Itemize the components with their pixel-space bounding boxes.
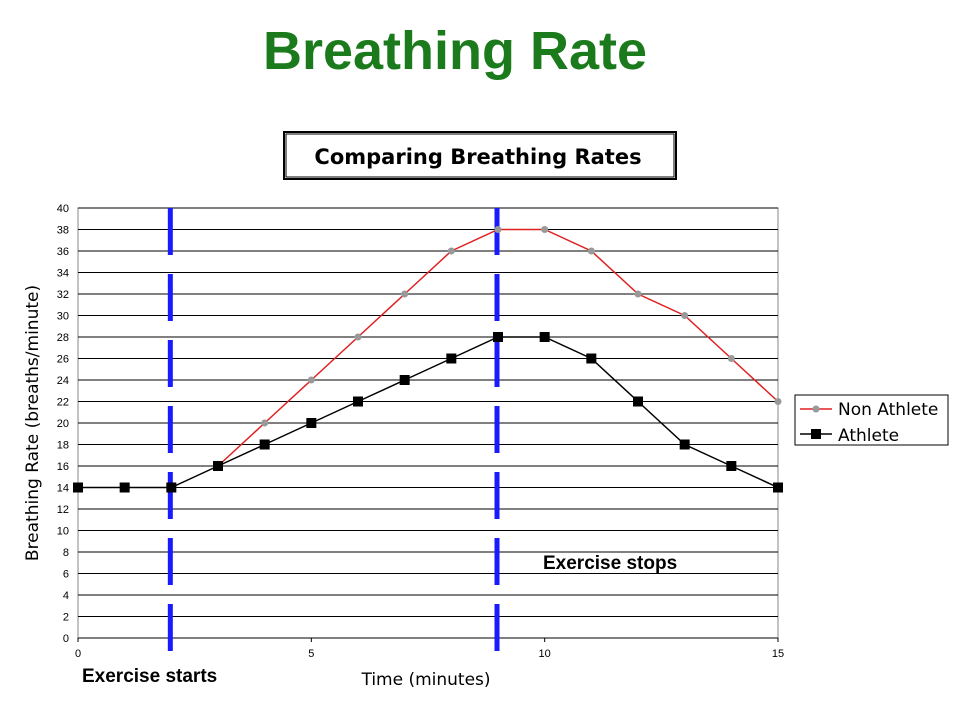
point-non-athlete-6	[354, 333, 362, 341]
point-non-athlete-13	[681, 312, 689, 319]
series-line-athlete	[78, 336, 779, 489]
point-athlete-3	[213, 461, 223, 471]
legend-marker-athlete	[811, 429, 821, 439]
x-tick-label-15: 15	[772, 648, 784, 660]
y-tick-label-38: 38	[57, 225, 69, 237]
y-tick-label-36: 36	[57, 246, 69, 258]
chart-title-box: Comparing Breathing Rates	[283, 131, 677, 180]
legend-label-non-athlete: Non Athlete	[838, 400, 938, 420]
y-tick-label-30: 30	[57, 311, 69, 323]
point-athlete-2	[166, 482, 177, 493]
point-non-athlete-9	[494, 226, 502, 233]
y-tick-label-12: 12	[57, 504, 69, 516]
y-tick-label-8: 8	[63, 547, 69, 559]
annotation-exercise-starts: Exercise starts	[82, 666, 217, 687]
y-tick-label-4: 4	[63, 590, 69, 602]
point-non-athlete-4	[261, 419, 269, 427]
y-tick-label-32: 32	[57, 289, 69, 301]
legend: Non Athlete Athlete	[794, 394, 949, 446]
point-athlete-5	[306, 418, 317, 428]
y-tick-label-18: 18	[57, 440, 69, 452]
point-athlete-0	[73, 482, 83, 493]
legend-marker-non-athlete	[812, 405, 820, 413]
y-tick-label-22: 22	[57, 397, 69, 409]
point-athlete-4	[259, 439, 270, 450]
point-athlete-11	[586, 353, 597, 364]
x-tick-label-5: 5	[308, 648, 314, 660]
annotation-exercise-stops: Exercise stops	[543, 553, 677, 574]
y-tick-label-26: 26	[57, 354, 69, 366]
x-tick-label-10: 10	[539, 648, 551, 660]
point-non-athlete-10	[541, 226, 549, 233]
point-athlete-14	[726, 461, 737, 471]
point-non-athlete-11	[587, 247, 595, 255]
point-athlete-9	[493, 332, 503, 342]
point-athlete-1	[119, 482, 130, 493]
series-points	[73, 226, 783, 493]
x-tick-label-0: 0	[75, 648, 81, 660]
y-axis-title: Breathing Rate (breaths/minute)	[23, 285, 43, 561]
point-athlete-7	[399, 375, 410, 385]
point-athlete-10	[539, 332, 550, 342]
point-athlete-6	[353, 396, 363, 407]
chart-title: Comparing Breathing Rates	[314, 145, 641, 169]
point-athlete-13	[679, 439, 690, 450]
y-tick-label-34: 34	[57, 268, 69, 280]
y-tick-label-2: 2	[63, 612, 69, 624]
y-tick-label-6: 6	[63, 569, 69, 581]
point-non-athlete-7	[401, 290, 409, 298]
point-non-athlete-12	[634, 290, 642, 298]
slide-title: Breathing Rate	[262, 21, 648, 81]
point-non-athlete-5	[307, 376, 315, 384]
x-tick-labels: 0 5 10 15	[75, 648, 784, 660]
x-axis-title: Time (minutes)	[360, 670, 490, 690]
point-athlete-12	[633, 396, 643, 407]
point-non-athlete-14	[727, 355, 735, 362]
y-tick-label-10: 10	[57, 526, 69, 538]
point-non-athlete-8	[447, 247, 455, 255]
y-tick-label-28: 28	[57, 332, 69, 344]
legend-label-athlete: Athlete	[838, 426, 899, 446]
y-tick-label-14: 14	[57, 483, 69, 495]
y-tick-label-0: 0	[63, 633, 69, 645]
y-tick-label-20: 20	[57, 418, 69, 430]
point-non-athlete-15	[774, 398, 782, 405]
y-tick-label-40: 40	[57, 203, 69, 215]
exercise-markers	[167, 208, 500, 652]
y-tick-label-24: 24	[57, 375, 69, 387]
y-tick-label-16: 16	[57, 461, 69, 473]
point-athlete-8	[446, 353, 457, 364]
point-athlete-15	[773, 482, 783, 493]
